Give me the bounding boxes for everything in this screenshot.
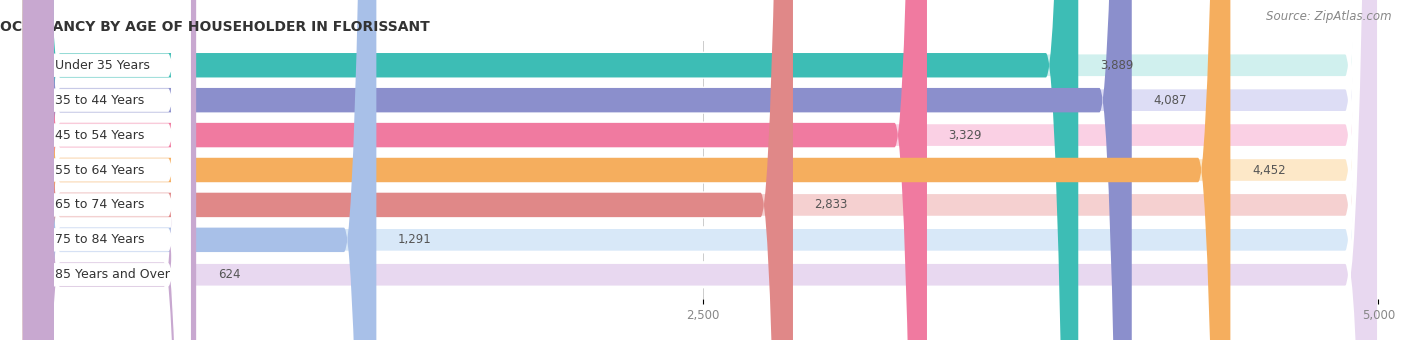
Text: Under 35 Years: Under 35 Years (55, 59, 149, 72)
FancyBboxPatch shape (28, 0, 1378, 340)
Text: 4,452: 4,452 (1251, 164, 1285, 176)
Text: 2,833: 2,833 (814, 199, 848, 211)
Circle shape (24, 0, 53, 340)
FancyBboxPatch shape (28, 0, 1132, 340)
FancyBboxPatch shape (28, 0, 1378, 340)
FancyBboxPatch shape (28, 0, 793, 340)
FancyBboxPatch shape (28, 0, 377, 340)
FancyBboxPatch shape (28, 0, 1078, 340)
Text: 55 to 64 Years: 55 to 64 Years (55, 164, 143, 176)
Text: 65 to 74 Years: 65 to 74 Years (55, 199, 143, 211)
FancyBboxPatch shape (28, 0, 1378, 340)
Text: OCCUPANCY BY AGE OF HOUSEHOLDER IN FLORISSANT: OCCUPANCY BY AGE OF HOUSEHOLDER IN FLORI… (0, 20, 430, 34)
FancyBboxPatch shape (28, 0, 190, 340)
Text: 85 Years and Over: 85 Years and Over (55, 268, 170, 281)
Text: 3,889: 3,889 (1099, 59, 1133, 72)
Circle shape (24, 0, 53, 340)
FancyBboxPatch shape (28, 0, 1378, 340)
FancyBboxPatch shape (28, 0, 1378, 340)
Text: 75 to 84 Years: 75 to 84 Years (55, 233, 143, 246)
Text: Source: ZipAtlas.com: Source: ZipAtlas.com (1267, 10, 1392, 23)
Circle shape (24, 0, 53, 340)
FancyBboxPatch shape (28, 0, 1230, 340)
FancyBboxPatch shape (28, 0, 927, 340)
Text: 624: 624 (218, 268, 240, 281)
FancyBboxPatch shape (28, 0, 190, 340)
Text: 3,329: 3,329 (949, 129, 981, 141)
FancyBboxPatch shape (28, 0, 1378, 340)
FancyBboxPatch shape (28, 0, 190, 340)
FancyBboxPatch shape (28, 0, 190, 340)
Text: 4,087: 4,087 (1153, 94, 1187, 107)
Circle shape (24, 0, 53, 340)
FancyBboxPatch shape (28, 0, 190, 340)
FancyBboxPatch shape (28, 0, 190, 340)
FancyBboxPatch shape (28, 0, 1378, 340)
Text: 45 to 54 Years: 45 to 54 Years (55, 129, 143, 141)
Circle shape (24, 0, 53, 340)
Text: 35 to 44 Years: 35 to 44 Years (55, 94, 143, 107)
FancyBboxPatch shape (28, 0, 197, 340)
FancyBboxPatch shape (28, 0, 190, 340)
Circle shape (24, 0, 53, 340)
Circle shape (24, 0, 53, 340)
Text: 1,291: 1,291 (398, 233, 432, 246)
